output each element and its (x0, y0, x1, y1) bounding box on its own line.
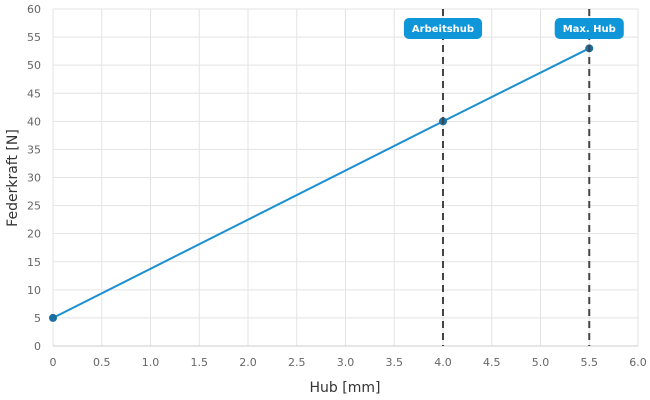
y-tick-label: 50 (27, 59, 41, 72)
x-tick-label: 5.0 (532, 356, 550, 369)
x-tick-label: 5.5 (581, 356, 599, 369)
grid (52, 8, 639, 347)
marker-group (442, 9, 591, 346)
x-tick-label: 1.0 (142, 356, 160, 369)
x-tick-label: 4.0 (434, 356, 452, 369)
x-tick-label: 3.5 (386, 356, 404, 369)
y-tick-label: 5 (34, 312, 41, 325)
x-tick-label: 0 (50, 356, 57, 369)
y-tick-label: 0 (34, 340, 41, 353)
x-tick-label: 0.5 (93, 356, 111, 369)
y-tick-label: 60 (27, 3, 41, 16)
marker-badge (403, 18, 483, 39)
x-axis-title: Hub [mm] (310, 380, 381, 396)
data-point[interactable] (49, 313, 57, 322)
series-group (49, 44, 594, 322)
x-tick-label: 2.0 (239, 356, 257, 369)
y-tick-label: 30 (27, 172, 41, 185)
x-tick-label: 4.5 (483, 356, 501, 369)
y-tick-label: 45 (27, 87, 41, 100)
x-tick-label: 3.0 (337, 356, 355, 369)
marker-label: Arbeitshub (412, 24, 474, 35)
series-line (52, 47, 590, 319)
x-tick-label: 2.5 (288, 356, 306, 369)
x-tick-label: 1.5 (191, 356, 209, 369)
marker-badge (554, 18, 624, 39)
y-axis: 0 5 10 15 20 25 30 35 40 45 50 55 60 (27, 3, 41, 353)
y-tick-label: 20 (27, 228, 41, 241)
y-axis-title: Federkraft [N] (5, 129, 21, 227)
y-tick-label: 25 (27, 200, 41, 213)
x-tick-label: 6.0 (629, 356, 647, 369)
y-tick-label: 15 (27, 256, 41, 269)
y-tick-label: 40 (27, 115, 41, 128)
marker-label: Max. Hub (563, 24, 616, 35)
y-tick-label: 10 (27, 284, 41, 297)
marker-badges: Arbeitshub Max. Hub (403, 18, 624, 39)
y-tick-label: 55 (27, 31, 41, 44)
x-axis: 0 0.5 1.0 1.5 2.0 2.5 3.0 3.5 4.0 4.5 5.0 5.5 6.0 (50, 345, 647, 369)
y-tick-label: 35 (27, 143, 41, 156)
